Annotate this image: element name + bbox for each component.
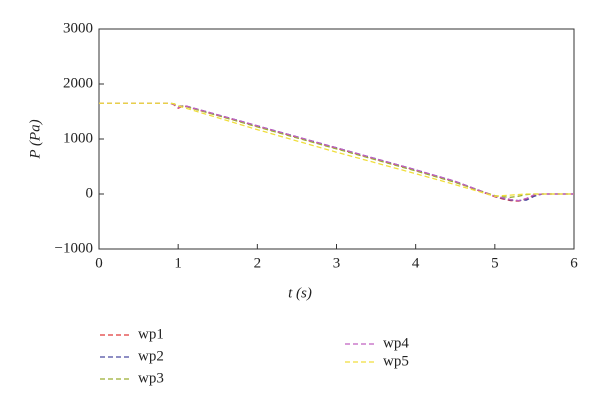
x-tick-label: 4 (412, 255, 420, 271)
legend-label: wp5 (383, 353, 409, 369)
line-series (99, 102, 574, 197)
x-tick-label: 5 (491, 255, 499, 271)
legend-label: wp4 (383, 335, 409, 351)
line-series (99, 102, 574, 202)
x-axis-label: t (s) (288, 285, 312, 301)
y-tick-label: 2000 (63, 75, 93, 91)
y-tick-label: 1000 (63, 130, 93, 146)
line-series (99, 102, 574, 198)
y-tick-label: 3000 (63, 20, 93, 36)
x-tick-label: 3 (333, 255, 341, 271)
legend-label: wp2 (138, 348, 164, 364)
y-tick-label: −1000 (55, 240, 93, 256)
y-axis-label: P (Pa) (27, 119, 43, 159)
y-tick-label: 0 (86, 185, 94, 201)
x-tick-label: 6 (570, 255, 578, 271)
x-tick-label: 1 (174, 255, 182, 271)
legend-label: wp3 (138, 370, 164, 386)
legend-label: wp1 (138, 326, 164, 342)
x-tick-label: 0 (95, 255, 103, 271)
plot-frame (98, 28, 575, 250)
x-tick-label: 2 (254, 255, 262, 271)
